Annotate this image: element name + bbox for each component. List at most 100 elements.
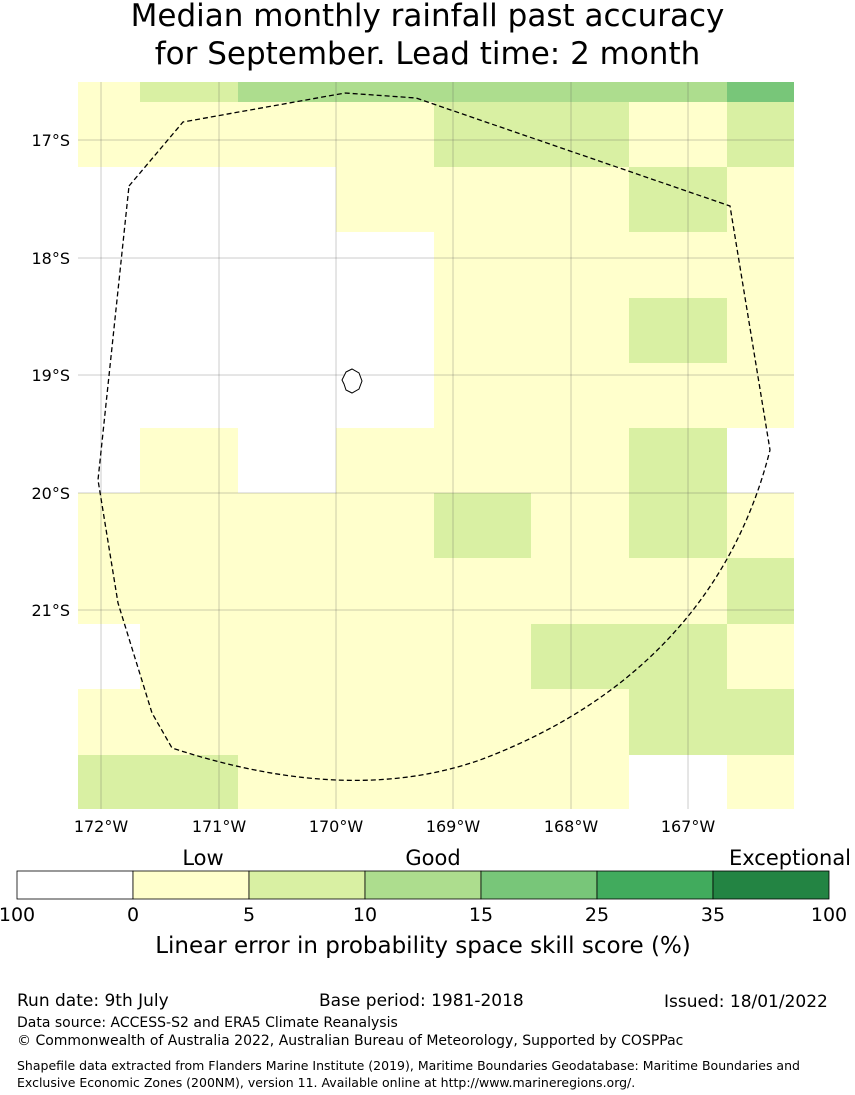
heatmap-cell [629, 689, 727, 755]
colorbar-segment [248, 870, 366, 900]
heatmap-cell [434, 167, 531, 232]
colorbar-boundary-label: 0 [127, 904, 139, 926]
y-tick-label: 19°S [31, 366, 70, 385]
colorbar-segment [364, 870, 482, 900]
heatmap-cell [629, 298, 727, 363]
shapefile-credit-text: Shapefile data extracted from Flanders M… [17, 1058, 800, 1090]
heatmap-cell [531, 624, 629, 689]
heatmap-cell [434, 428, 531, 493]
copyright-text: © Commonwealth of Australia 2022, Austra… [17, 1033, 684, 1049]
colorbar-boundary-label: 100 [0, 904, 35, 926]
heatmap-cell [629, 755, 727, 809]
colorbar-segment [16, 870, 134, 900]
heatmap-cell [727, 167, 794, 232]
colorbar-title: Linear error in probability space skill … [155, 933, 691, 959]
y-tick-label: 18°S [31, 249, 70, 268]
heatmap-cell [238, 428, 336, 493]
heatmap-cell [140, 298, 238, 363]
x-tick-label: 171°W [192, 817, 247, 836]
heatmap-cell [78, 82, 140, 102]
colorbar-category-label: Exceptional [729, 846, 851, 870]
base-period-text: Base period: 1981-2018 [319, 991, 524, 1011]
heatmap-cell [78, 624, 140, 689]
heatmap-cell [140, 624, 238, 689]
chart-title-line-2: for September. Lead time: 2 month [154, 36, 701, 72]
heatmap-cell [434, 363, 531, 428]
heatmap-cell [629, 232, 727, 298]
heatmap-cell [78, 755, 140, 809]
heatmap-cell [434, 82, 531, 102]
heatmap-cell [238, 558, 336, 624]
heatmap-cell [238, 167, 336, 232]
heatmap-cell [434, 232, 531, 298]
x-tick-label: 172°W [74, 817, 129, 836]
heatmap-cell [531, 428, 629, 493]
heatmap-cell [336, 428, 434, 493]
heatmap-cell [434, 493, 531, 558]
heatmap-cell [531, 167, 629, 232]
heatmap-cell [238, 493, 336, 558]
colorbar-segment [596, 870, 714, 900]
heatmap-cell [336, 298, 434, 363]
x-axis-ticks: 172°W 171°W 170°W 169°W 168°W 167°W [74, 817, 716, 836]
heatmap-cell [238, 624, 336, 689]
heatmap-cell [336, 558, 434, 624]
heatmap-cell [238, 232, 336, 298]
heatmap-cell [727, 558, 794, 624]
heatmap-cell [140, 493, 238, 558]
heatmap-cell [336, 102, 434, 167]
heatmap-cell [140, 102, 238, 167]
heatmap-cell [434, 298, 531, 363]
heatmap-cell [434, 558, 531, 624]
heatmap-cell [531, 298, 629, 363]
colorbar-category-label: Low [182, 846, 223, 870]
run-date-text: Run date: 9th July [17, 991, 169, 1011]
colorbar-boundary-labels: 100 0 5 10 15 25 35 100 [0, 904, 847, 926]
heatmap-cell [629, 102, 727, 167]
y-tick-label: 21°S [31, 601, 70, 620]
heatmap-cell [336, 167, 434, 232]
heatmap-cell [78, 232, 140, 298]
x-tick-label: 170°W [309, 817, 364, 836]
heatmap-cell [727, 428, 794, 493]
heatmap-cell [727, 232, 794, 298]
heatmap-cell [78, 689, 140, 755]
heatmap-cell [531, 689, 629, 755]
heatmap-cell [140, 167, 238, 232]
heatmap-cell [727, 298, 794, 363]
colorbar-boundary-label: 15 [469, 904, 493, 926]
y-axis-ticks: 17°S 18°S 19°S 20°S 21°S [31, 131, 70, 620]
heatmap-cell [140, 428, 238, 493]
heatmap-cell [336, 755, 434, 809]
heatmap-cell [238, 298, 336, 363]
colorbar-category-label: Good [405, 846, 460, 870]
heatmap-cell [140, 755, 238, 809]
colorbar-category-labels: Low Good Exceptional [182, 846, 851, 870]
colorbar-boundary-label: 100 [811, 904, 847, 926]
heatmap-cell [629, 82, 727, 102]
heatmap-cell [140, 232, 238, 298]
heatmap-cell [78, 167, 140, 232]
heatmap-cell [434, 102, 531, 167]
heatmap-cell [238, 102, 336, 167]
heatmap-cell [140, 363, 238, 428]
niue-island-outline [341, 368, 363, 394]
x-tick-label: 167°W [661, 817, 716, 836]
heatmap-cell [336, 493, 434, 558]
heatmap-cell [78, 298, 140, 363]
heatmap-cell [531, 102, 629, 167]
heatmap-cell [78, 428, 140, 493]
heatmap-cells [78, 82, 794, 809]
y-tick-label: 17°S [31, 131, 70, 150]
heatmap-cell [140, 82, 238, 102]
heatmap-cell [629, 167, 727, 232]
heatmap-cell [531, 363, 629, 428]
y-tick-label: 20°S [31, 484, 70, 503]
issued-text: Issued: 18/01/2022 [664, 992, 828, 1012]
colorbar-boundary-label: 35 [701, 904, 725, 926]
heatmap-cell [531, 232, 629, 298]
heatmap-cell [531, 82, 629, 102]
heatmap-cell [238, 755, 336, 809]
heatmap-cell [727, 82, 794, 102]
